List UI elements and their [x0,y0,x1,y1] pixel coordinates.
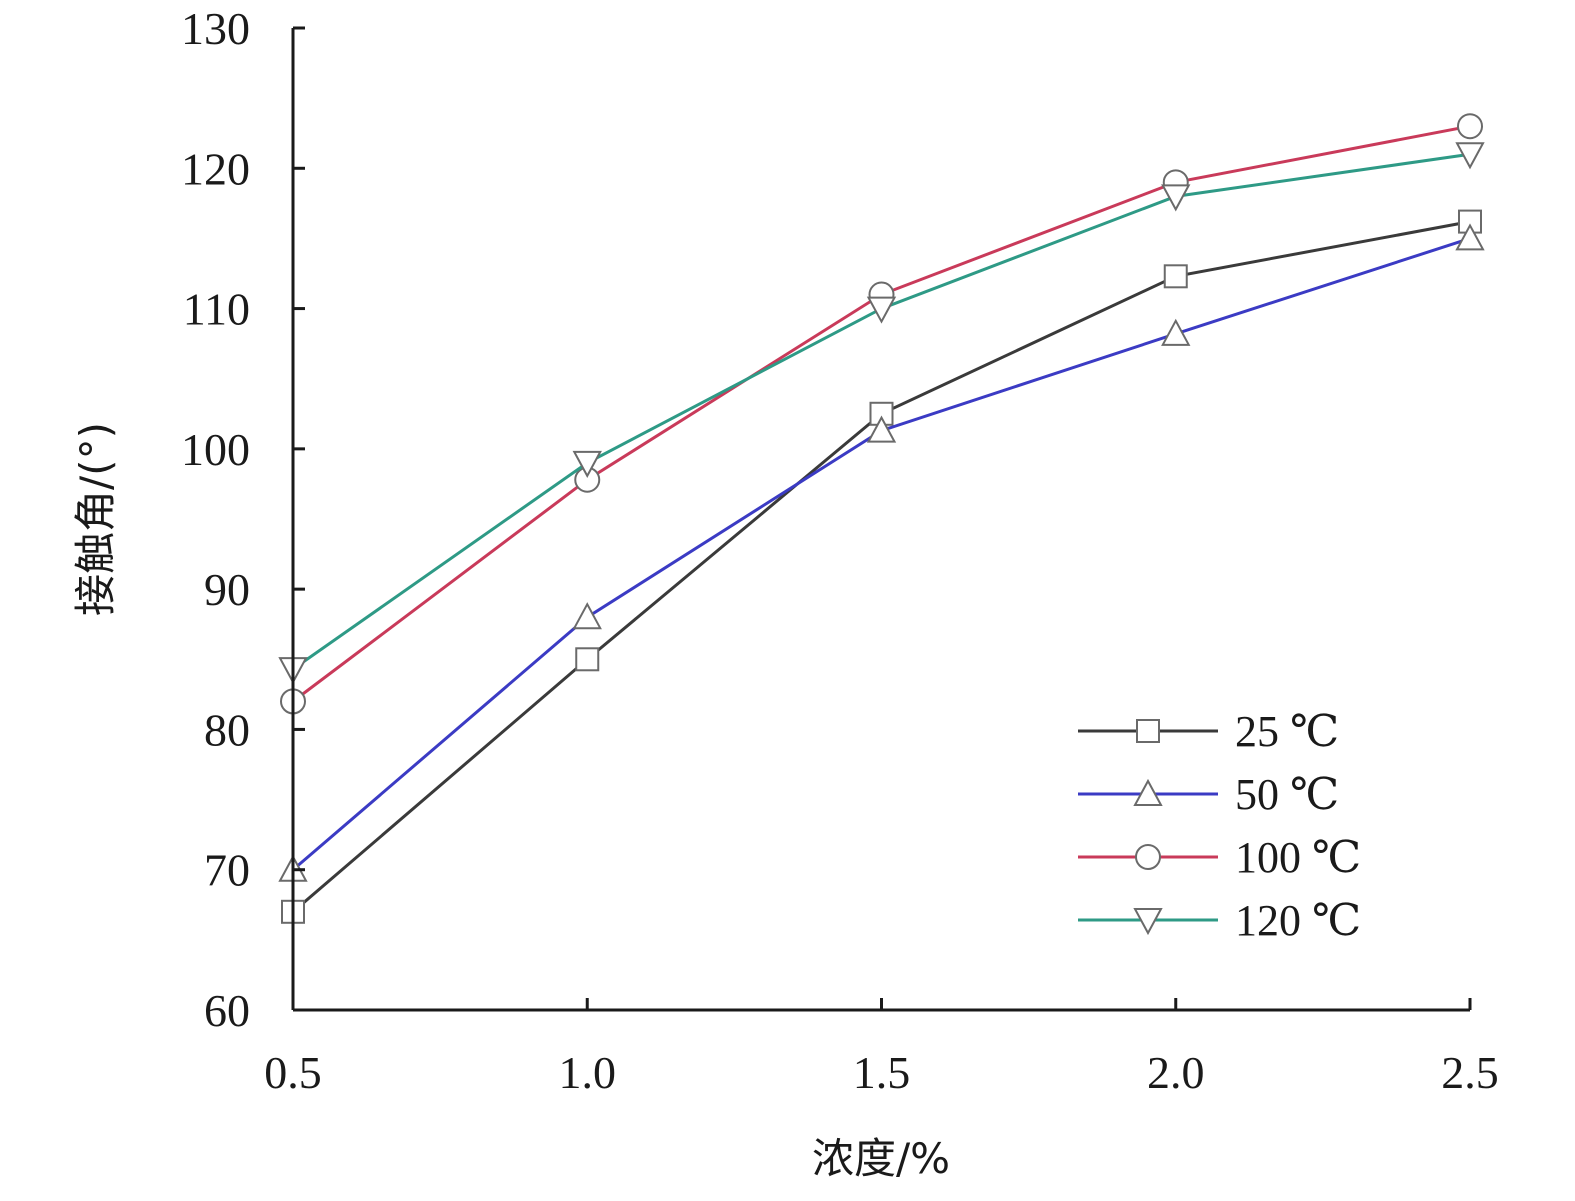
legend-marker [1133,778,1163,806]
series-layer [278,113,1485,924]
legend-marker [1133,908,1163,936]
legend-item: 120 ℃ [1078,896,1361,945]
series-0 [281,209,1482,924]
legend-label: 100 ℃ [1235,833,1361,882]
data-point [866,415,897,443]
legend: 25 ℃ 50 ℃ 100 ℃ 120 ℃ [1078,707,1361,945]
legend-label: 25 ℃ [1235,707,1339,756]
series-3 [278,142,1485,685]
data-point [572,602,602,630]
data-point [1457,113,1483,140]
legend-item: 50 ℃ [1078,770,1339,819]
x-tick-label: 1.0 [559,1047,617,1098]
y-tick-label: 80 [204,704,250,755]
legend-item: 100 ℃ [1078,833,1361,882]
ticks: 60 70 80 90 100 110 120 130 0.5 1.0 1.5 2.0 2.5 [181,3,1499,1098]
y-tick-label: 90 [204,564,250,615]
y-tick-label: 120 [181,143,250,194]
legend-marker [1135,844,1161,870]
data-point [572,450,602,478]
y-axis-title: 接触角/(°) [71,422,120,616]
series-1 [278,223,1485,882]
legend-label: 120 ℃ [1235,896,1361,945]
y-tick-label: 100 [181,424,250,475]
x-axis-title: 浓度/% [812,1134,950,1183]
data-point [1455,142,1485,170]
data-point [1455,223,1485,251]
x-tick-label: 2.0 [1147,1047,1205,1098]
y-tick-label: 60 [204,985,250,1036]
data-point [866,296,897,324]
x-tick-label: 2.5 [1441,1047,1499,1098]
data-point [1161,318,1191,346]
series-2 [280,113,1483,715]
data-point [1163,264,1188,289]
x-tick-label: 0.5 [264,1047,322,1098]
legend-label: 50 ℃ [1235,770,1339,819]
legend-item: 25 ℃ [1078,707,1339,756]
y-tick-label: 70 [204,845,250,896]
legend-marker [1136,719,1160,743]
y-tick-label: 130 [181,3,250,54]
x-tick-label: 1.5 [853,1047,911,1098]
y-tick-label: 110 [183,284,250,335]
data-point [575,647,600,672]
data-point [1161,184,1191,212]
